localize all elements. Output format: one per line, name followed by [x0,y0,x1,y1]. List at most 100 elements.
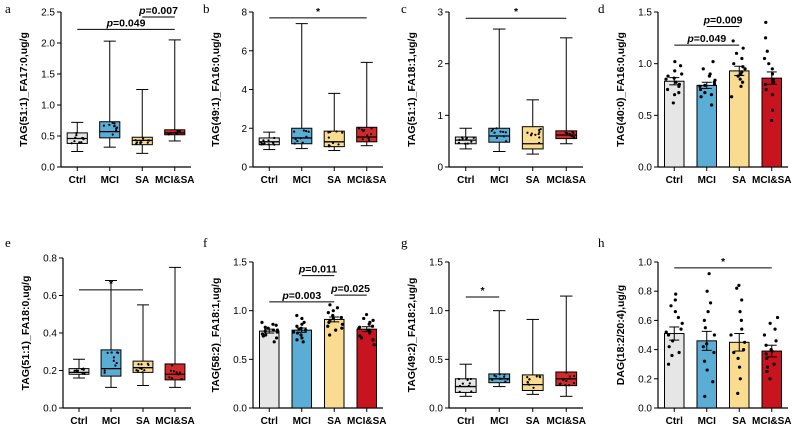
data-point [328,333,332,337]
data-point [674,80,678,84]
data-point [770,93,774,97]
data-point [327,136,330,139]
x-tick-label: MCI [698,416,717,427]
data-point [175,371,178,374]
x-tick-label: Ctrl [457,175,474,186]
data-point [75,131,78,135]
bar-MCI&SA [761,77,782,168]
data-point [470,390,473,393]
data-point [170,131,173,134]
data-point [271,322,275,326]
data-point [506,378,509,381]
y-tick-label: 2 [437,59,443,70]
data-point [535,375,538,378]
data-point [147,363,150,366]
data-point [80,367,84,371]
panel-h: h DAG(18:2/20:4),ug/g 0.0 0.2 0.4 0.6 0.8 1.0 Ct… [598,235,791,427]
data-point [177,373,180,376]
data-point [262,139,265,142]
data-point [736,356,740,360]
data-point [140,363,143,366]
data-point [498,373,501,376]
data-point [666,362,671,366]
y-tick-label: 0.6 [43,291,57,302]
significance-label: p=0.007 [138,5,178,17]
y-axis-label: TAG(49:2)_FA18:2,ug/g [406,278,418,393]
data-point [572,135,576,139]
x-tick-label: SA [136,416,150,427]
data-point [340,326,344,330]
data-point [499,130,502,133]
x-tick-label: MCI [101,175,120,186]
data-point [736,391,740,395]
data-point [532,386,535,389]
data-point [73,140,76,143]
data-point [502,135,506,138]
data-point [327,131,330,134]
data-point [458,384,462,388]
data-point [763,82,767,86]
significance-label: p=0.009 [703,14,743,26]
data-point [369,133,373,136]
data-point [136,369,140,372]
data-point [368,320,372,324]
data-point [361,138,364,141]
bar-SA [729,70,750,168]
data-point [770,67,774,71]
data-point [673,298,677,302]
data-point [740,70,744,74]
y-tick-label: 2.0 [41,39,55,50]
y-tick-label: 0.0 [43,404,57,415]
data-point [364,312,369,317]
data-point [502,130,505,134]
data-point [300,336,304,340]
data-point [765,356,769,360]
data-point [138,367,142,370]
data-point [495,375,498,378]
data-point [711,380,715,384]
data-point [493,131,496,134]
y-tick-label: 1.5 [41,70,55,81]
data-point [103,371,106,374]
data-point [698,87,703,92]
y-tick-label: 2.5 [41,8,55,19]
data-point [271,141,275,145]
significance-label: * [109,278,114,290]
data-point [493,374,496,377]
data-point [368,331,372,335]
data-point [670,353,674,358]
data-point [490,129,493,132]
y-tick-label: 0.8 [43,254,57,265]
data-point [167,133,170,136]
data-point [70,142,73,145]
data-point [570,135,574,138]
data-point [360,128,363,131]
data-point [260,141,263,144]
y-tick-label: 0.8 [638,287,652,298]
data-point [708,301,713,305]
data-point [503,373,506,376]
data-point [702,318,707,322]
y-axis-label: TAG(49:1)_FA16:0,ug/g [210,32,222,147]
data-point [175,132,178,135]
data-point [567,384,571,387]
data-point [263,329,267,333]
data-point [111,133,114,136]
x-tick-label: MCI&SA [347,416,386,427]
data-point [705,289,709,293]
data-point [763,36,768,40]
x-tick-label: SA [327,175,341,186]
data-point [331,141,335,145]
data-point [171,364,174,367]
data-point [678,64,683,68]
x-tick-label: MCI&SA [752,175,791,186]
data-point [273,136,276,140]
data-point [734,51,739,55]
y-tick-label: 0.0 [638,163,652,174]
data-point [731,39,735,43]
data-point [495,127,498,130]
data-point [765,369,769,374]
data-point [141,371,144,374]
data-point [300,322,304,326]
data-point [702,359,707,363]
